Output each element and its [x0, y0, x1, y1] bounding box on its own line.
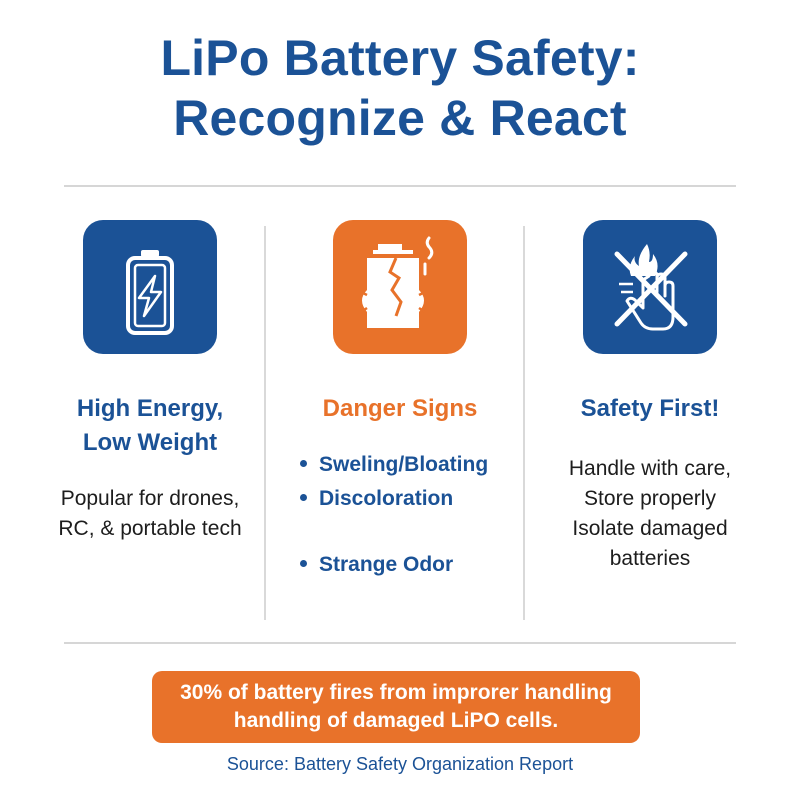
title-line-1: LiPo Battery Safety:	[160, 30, 640, 86]
callout-line-1: 30% of battery fires from improrer handl…	[180, 681, 612, 704]
column-danger-signs: Danger Signs Sweling/Bloating Discolorat…	[290, 220, 510, 582]
bottom-divider	[64, 642, 736, 644]
bullet-icon	[300, 493, 307, 501]
column-high-energy: High Energy, Low Weight Popular for dron…	[40, 220, 260, 544]
column-divider-right	[523, 226, 525, 620]
column-heading: Safety First!	[580, 395, 720, 422]
list-item-label: Sweling/Bloating	[319, 453, 489, 476]
body-line: Isolate damaged	[572, 517, 728, 540]
list-item-label: Discoloration	[319, 487, 454, 510]
body-line: batteries	[609, 547, 691, 570]
page-title: LiPo Battery Safety: Recognize & React	[0, 28, 800, 148]
damaged-battery-icon	[333, 220, 467, 354]
callout-line-2: handling of damaged LiPO cells.	[233, 709, 559, 732]
column-divider-left	[264, 226, 266, 620]
no-fire-hand-icon	[583, 220, 717, 354]
danger-signs-list: Sweling/Bloating Discoloration Strange O…	[290, 448, 510, 582]
bullet-icon	[300, 459, 307, 467]
body-line-1: Popular for drones,	[60, 487, 240, 510]
list-item: Strange Odor	[300, 548, 510, 582]
title-line-2: Recognize & React	[173, 90, 627, 146]
list-item: Discoloration	[300, 482, 510, 516]
heading-line-1: High Energy,	[76, 395, 224, 422]
body-line-2: RC, & portable tech	[58, 517, 242, 540]
statistic-callout: 30% of battery fires from improrer handl…	[152, 671, 640, 743]
top-divider	[64, 185, 736, 187]
bullet-icon	[300, 559, 307, 567]
heading-line-2: Low Weight	[82, 429, 218, 456]
source-citation: Source: Battery Safety Organization Repo…	[226, 754, 574, 774]
column-body: Handle with care, Store properly Isolate…	[540, 454, 760, 574]
list-item: Sweling/Bloating	[300, 448, 510, 482]
battery-charging-icon	[83, 220, 217, 354]
column-heading: Danger Signs	[322, 395, 478, 422]
column-body: Popular for drones, RC, & portable tech	[40, 484, 260, 544]
body-line: Store properly	[584, 487, 716, 510]
list-item-label: Strange Odor	[319, 553, 454, 576]
body-line: Handle with care,	[568, 457, 732, 480]
column-safety-first: Safety First! Handle with care, Store pr…	[540, 220, 760, 574]
column-heading: High Energy, Low Weight	[40, 392, 260, 460]
